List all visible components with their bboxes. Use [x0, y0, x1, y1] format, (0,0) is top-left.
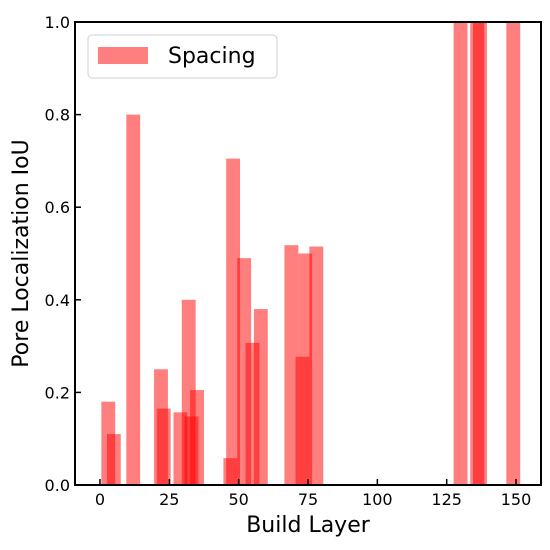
bars-group [101, 22, 521, 485]
x-tick-label: 50 [228, 490, 248, 509]
bar [309, 246, 324, 485]
x-tick-label: 75 [298, 490, 318, 509]
x-tick-label: 0 [95, 490, 105, 509]
y-tick-label: 0.6 [45, 198, 70, 217]
legend-label: Spacing [168, 44, 256, 69]
y-axis-label: Pore Localization IoU [9, 139, 34, 367]
legend-box [87, 34, 278, 79]
bar [506, 22, 521, 485]
bar [284, 245, 299, 485]
x-tick-label: 25 [159, 490, 179, 509]
y-tick-label: 1.0 [45, 13, 70, 32]
x-axis-label: Build Layer [246, 513, 371, 538]
y-tick-label: 0.4 [45, 291, 70, 310]
x-ticks-group: 0 25 50 75 100 125 150 [95, 479, 531, 509]
bar [156, 408, 171, 485]
x-tick-label: 125 [431, 490, 462, 509]
y-tick-label: 0.2 [45, 383, 70, 402]
y-ticks-group: 0.0 0.2 0.4 0.6 0.8 1.0 [45, 13, 81, 495]
bar [226, 158, 241, 485]
bar [106, 434, 121, 485]
bar [298, 253, 313, 485]
bar [253, 309, 268, 485]
bar [473, 22, 487, 485]
y-tick-label: 0.8 [45, 106, 70, 125]
legend-swatch [98, 47, 148, 64]
bar [190, 390, 204, 485]
bar [126, 114, 141, 485]
x-tick-label: 100 [362, 490, 393, 509]
bar [453, 22, 468, 485]
legend: Spacing [87, 34, 278, 79]
y-tick-label: 0.0 [45, 476, 70, 495]
x-tick-label: 150 [501, 490, 532, 509]
plot-frame [74, 21, 542, 486]
